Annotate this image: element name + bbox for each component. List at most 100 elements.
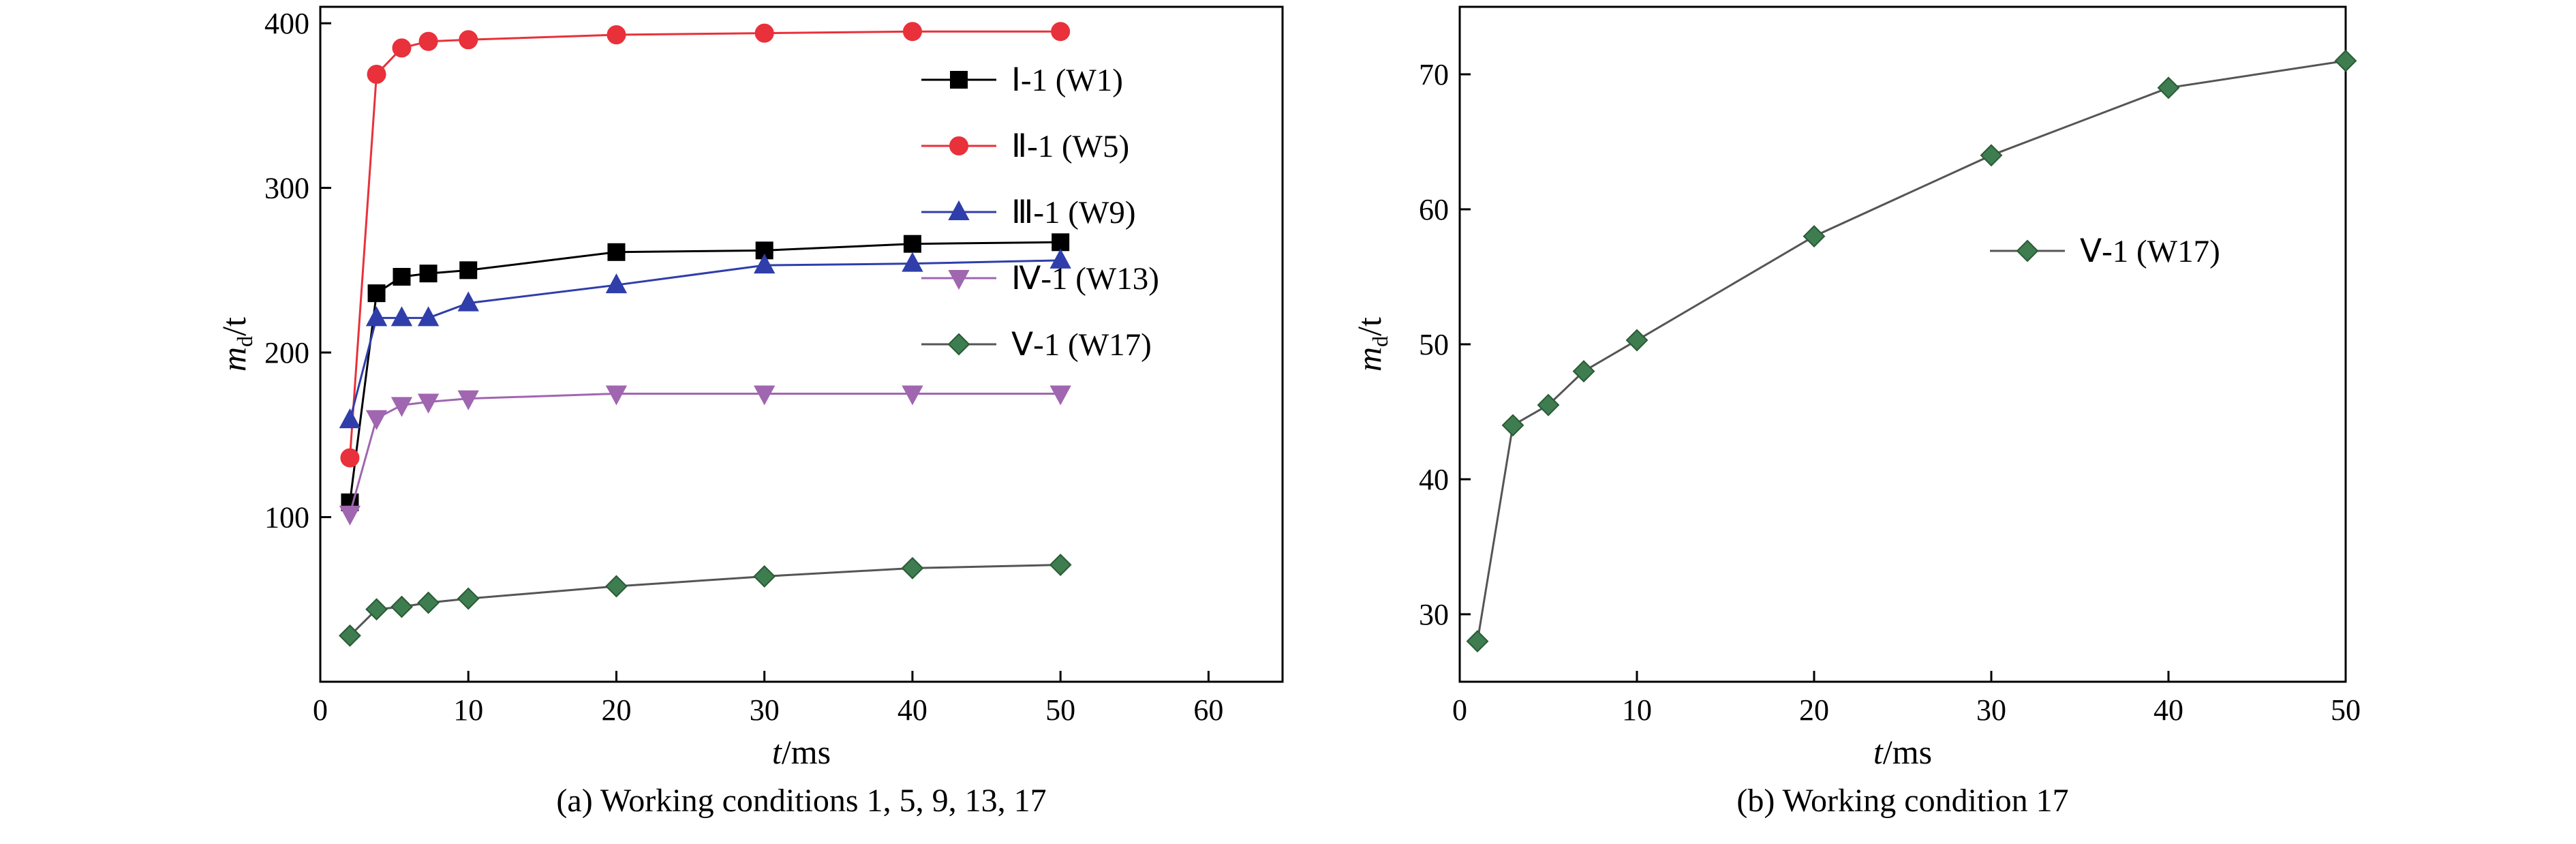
- y-axis-sub: d: [1368, 336, 1392, 347]
- x-tick-label: 50: [1045, 693, 1075, 727]
- data-point: [417, 591, 440, 614]
- data-point: [457, 291, 479, 312]
- series-3: [339, 385, 1071, 526]
- data-point: [2157, 76, 2180, 100]
- x-axis-unit: /ms: [1883, 733, 1932, 771]
- data-point: [1572, 360, 1595, 383]
- y-axis-var: m: [215, 347, 253, 372]
- x-tick-label: 0: [313, 693, 328, 727]
- plot-area: [319, 5, 1284, 683]
- data-point: [1051, 22, 1071, 42]
- y-axis-sub: d: [232, 336, 257, 347]
- data-point: [754, 253, 776, 274]
- legend-entry: Ⅳ-1 (W13): [1011, 261, 1159, 297]
- x-axis-title: t/ms: [1873, 733, 1932, 771]
- series-2: [339, 248, 1071, 429]
- y-axis-unit: /t: [1350, 317, 1388, 336]
- data-point: [339, 505, 361, 526]
- x-tick-label: 0: [1452, 693, 1467, 727]
- data-point: [1501, 414, 1524, 437]
- y-axis-unit: /t: [215, 317, 253, 336]
- x-tick-label: 20: [601, 693, 631, 727]
- legend-entry: Ⅴ-1 (W17): [2080, 234, 2220, 269]
- data-point: [607, 25, 626, 45]
- data-point: [2334, 49, 2357, 72]
- data-point: [457, 390, 479, 410]
- legend-marker: [948, 270, 970, 290]
- series-line: [349, 392, 1061, 515]
- legend: Ⅴ-1 (W17): [1990, 234, 2220, 269]
- data-point: [417, 306, 440, 327]
- data-point: [390, 595, 413, 618]
- series-line: [348, 241, 1061, 502]
- x-tick-label: 40: [898, 693, 927, 727]
- data-point: [365, 410, 388, 430]
- data-point: [1803, 225, 1826, 248]
- data-point: [365, 598, 388, 621]
- data-point: [903, 235, 921, 253]
- data-point: [340, 448, 360, 468]
- series-1: [340, 22, 1071, 468]
- y-tick-label: 60: [1419, 193, 1449, 226]
- y-axis-title: md/t: [215, 317, 257, 372]
- legend-marker: [949, 136, 968, 155]
- data-point: [754, 385, 776, 406]
- data-point: [1049, 248, 1071, 269]
- data-point: [1466, 630, 1489, 653]
- plot-area: [1458, 5, 2347, 683]
- data-point: [902, 22, 922, 42]
- y-tick-label: 30: [1419, 598, 1449, 631]
- data-point: [607, 243, 626, 261]
- legend-marker: [2016, 239, 2039, 262]
- data-point: [1537, 393, 1560, 417]
- figure-caption: (a) Working conditions 1, 5, 9, 13, 17: [556, 783, 1046, 819]
- x-tick-label: 60: [1193, 693, 1223, 727]
- data-point: [459, 30, 478, 50]
- x-tick-label: 30: [750, 693, 780, 727]
- legend-marker: [950, 71, 968, 89]
- x-axis-title: t/ms: [772, 733, 831, 771]
- data-point: [1980, 144, 2003, 167]
- x-tick-label: 10: [453, 693, 483, 727]
- x-tick-label: 30: [1976, 693, 2006, 727]
- data-point: [390, 397, 413, 417]
- y-tick-label: 200: [264, 336, 309, 370]
- y-tick-label: 100: [264, 501, 309, 534]
- y-tick-label: 300: [264, 172, 309, 205]
- y-tick-label: 50: [1419, 328, 1449, 361]
- x-axis-unit: /ms: [782, 733, 831, 771]
- y-axis-var: m: [1350, 347, 1388, 372]
- data-point: [339, 408, 361, 429]
- data-point: [902, 385, 923, 406]
- data-point: [392, 38, 412, 58]
- series-4: [339, 554, 1072, 647]
- y-axis-title: md/t: [1350, 317, 1392, 372]
- legend-entry: Ⅱ-1 (W5): [1011, 129, 1129, 164]
- x-tick-label: 40: [2153, 693, 2183, 727]
- data-point: [367, 284, 386, 303]
- chart-b: 0 10 20 30 40 50 30 40 50 60 70 t/ms md/t (b) Working…: [1350, 5, 2361, 819]
- data-point: [419, 265, 438, 283]
- y-tick-label: 400: [264, 7, 309, 40]
- x-tick-label: 10: [1622, 693, 1652, 727]
- data-point: [901, 556, 924, 579]
- x-tick-label: 20: [1799, 693, 1829, 727]
- data-point: [367, 65, 386, 84]
- x-axis-var: t: [1873, 733, 1884, 771]
- legend-entry: Ⅴ-1 (W17): [1011, 327, 1152, 363]
- data-point: [390, 306, 413, 327]
- x-tick-label: 50: [2331, 693, 2361, 727]
- legend: Ⅰ-1 (W1) Ⅱ-1 (W5) Ⅲ-1 (W9) Ⅳ-1 (W13) Ⅴ-1 (W1…: [921, 63, 1159, 363]
- data-point: [417, 393, 440, 414]
- series-line: [1476, 59, 2346, 642]
- chart-a: 0 10 20 30 40 50 60 100 200 300 400 t/ms md/t (a) Wor…: [215, 5, 1284, 819]
- data-point: [459, 261, 478, 280]
- data-point: [1049, 385, 1071, 406]
- series-0: [1466, 49, 2357, 653]
- data-point: [1052, 233, 1070, 252]
- data-point: [754, 23, 774, 43]
- x-axis-var: t: [772, 733, 782, 771]
- data-point: [605, 273, 628, 294]
- y-tick-label: 40: [1419, 463, 1449, 496]
